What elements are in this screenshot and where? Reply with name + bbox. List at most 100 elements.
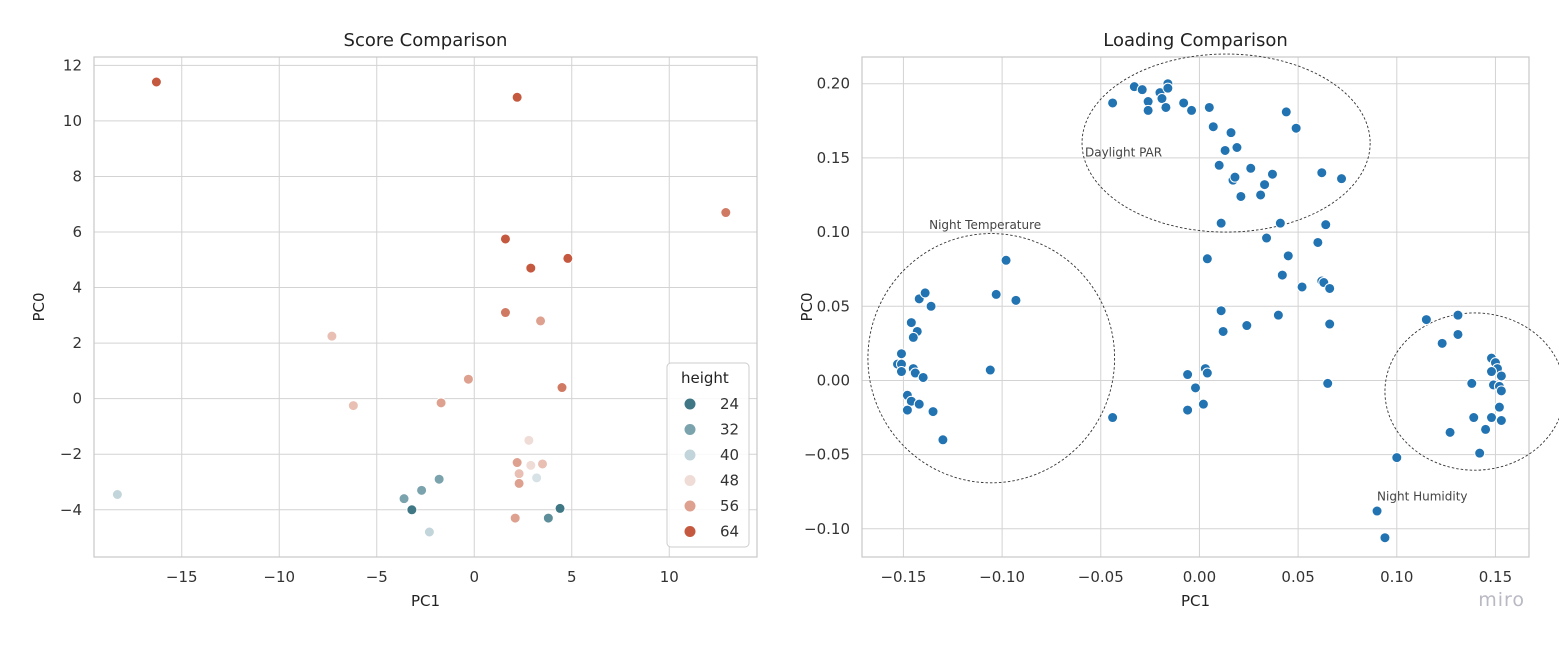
miro-watermark: miro bbox=[1478, 589, 1525, 611]
score-xtick-label: 10 bbox=[660, 568, 679, 586]
loading-point bbox=[1474, 447, 1486, 459]
loading-point bbox=[1207, 121, 1219, 133]
loading-xlabel: PC1 bbox=[1181, 592, 1210, 610]
loading-cluster-ellipse bbox=[867, 233, 1116, 484]
legend-marker bbox=[683, 448, 697, 462]
loading-point bbox=[1255, 189, 1267, 201]
score-point bbox=[511, 91, 523, 103]
loading-point bbox=[1466, 377, 1478, 389]
loading-point bbox=[1493, 401, 1505, 413]
legend-label: 56 bbox=[720, 497, 739, 515]
loading-point bbox=[913, 398, 925, 410]
loading-annotation: Daylight PAR bbox=[1085, 145, 1162, 159]
score-xtick-label: −15 bbox=[166, 568, 198, 586]
loading-point bbox=[1379, 532, 1391, 544]
loading-point bbox=[1259, 179, 1271, 191]
loading-xtick-label: −0.15 bbox=[880, 568, 926, 586]
legend-marker bbox=[683, 474, 697, 487]
loading-point bbox=[919, 287, 931, 299]
loading-title: Loading Comparison bbox=[1103, 30, 1288, 51]
loading-point bbox=[1495, 415, 1507, 427]
loading-xtick-label: 0.00 bbox=[1183, 568, 1216, 586]
score-point bbox=[562, 252, 574, 264]
loading-point bbox=[901, 404, 913, 416]
loading-point bbox=[984, 364, 996, 376]
score-point bbox=[435, 397, 447, 409]
legend-marker bbox=[683, 423, 697, 436]
score-point bbox=[513, 468, 525, 480]
loading-point bbox=[1316, 167, 1328, 179]
loading-point bbox=[1371, 505, 1383, 517]
score-ytick-label: 10 bbox=[63, 112, 82, 130]
score-ytick-label: 6 bbox=[72, 223, 82, 241]
loading-point bbox=[1142, 104, 1154, 116]
loading-point bbox=[1320, 219, 1332, 231]
loading-point bbox=[1190, 382, 1201, 394]
loading-point bbox=[1324, 282, 1336, 294]
loading-point bbox=[1324, 318, 1336, 330]
legend-label: 24 bbox=[720, 395, 739, 413]
score-xtick-label: 0 bbox=[469, 568, 479, 586]
legend-marker bbox=[683, 525, 697, 538]
loading-point bbox=[1272, 309, 1284, 321]
loading-point bbox=[937, 434, 949, 446]
score-point bbox=[347, 400, 359, 412]
loading-frame bbox=[861, 56, 1530, 558]
loading-point bbox=[1217, 325, 1229, 337]
score-point bbox=[537, 458, 548, 470]
loading-point bbox=[1486, 366, 1498, 378]
loading-point bbox=[1261, 232, 1273, 244]
loading-point bbox=[1452, 328, 1464, 340]
loading-point bbox=[1486, 412, 1498, 424]
legend-label: 32 bbox=[720, 421, 739, 439]
score-ytick-label: 12 bbox=[63, 56, 82, 74]
loading-ytick-label: 0.05 bbox=[817, 297, 850, 315]
loading-point bbox=[1274, 217, 1286, 229]
loading-point bbox=[1468, 412, 1480, 424]
score-xtick-label: −10 bbox=[263, 568, 295, 586]
score-point bbox=[423, 526, 435, 538]
score-point bbox=[542, 512, 554, 524]
score-point bbox=[462, 373, 474, 385]
score-point bbox=[554, 502, 566, 514]
loading-point bbox=[1201, 367, 1213, 379]
legend-marker bbox=[683, 397, 697, 411]
loading-annotation: Night Humidity bbox=[1377, 490, 1467, 504]
loading-point bbox=[1290, 122, 1302, 134]
loading-point bbox=[895, 348, 907, 360]
loading-xtick-label: −0.05 bbox=[1078, 568, 1124, 586]
loading-point bbox=[1336, 173, 1348, 185]
loading-ytick-label: −0.05 bbox=[804, 446, 850, 464]
score-point bbox=[509, 512, 521, 524]
loading-point bbox=[1229, 171, 1241, 183]
loading-point bbox=[1197, 398, 1209, 410]
loading-point bbox=[1235, 190, 1247, 202]
score-ytick-label: 8 bbox=[72, 167, 82, 185]
loading-point bbox=[1000, 254, 1012, 266]
loading-point bbox=[1322, 377, 1334, 389]
loading-ytick-label: 0.00 bbox=[817, 371, 850, 389]
loading-xtick-label: 0.05 bbox=[1281, 568, 1314, 586]
legend-label: 48 bbox=[720, 472, 739, 490]
score-xtick-label: 5 bbox=[567, 568, 577, 586]
loading-point bbox=[927, 406, 939, 418]
loading-annotation: Night Temperature bbox=[929, 218, 1041, 232]
score-point bbox=[326, 330, 338, 342]
score-point bbox=[525, 459, 537, 471]
loading-ytick-label: 0.15 bbox=[817, 149, 850, 167]
loading-point bbox=[1182, 369, 1194, 381]
loading-point bbox=[1391, 452, 1403, 464]
loading-point bbox=[1312, 236, 1324, 248]
loading-point bbox=[1107, 97, 1119, 109]
score-xtick-label: −5 bbox=[366, 568, 388, 586]
legend-marker bbox=[683, 499, 697, 513]
loading-point bbox=[1215, 217, 1227, 229]
loading-point bbox=[1444, 426, 1456, 438]
loading-ytick-label: −0.10 bbox=[804, 520, 850, 538]
loading-point bbox=[1241, 320, 1253, 332]
loading-point bbox=[1203, 101, 1215, 113]
score-xlabel: PC1 bbox=[411, 592, 440, 610]
loading-point bbox=[1215, 305, 1227, 317]
score-point bbox=[398, 493, 410, 505]
